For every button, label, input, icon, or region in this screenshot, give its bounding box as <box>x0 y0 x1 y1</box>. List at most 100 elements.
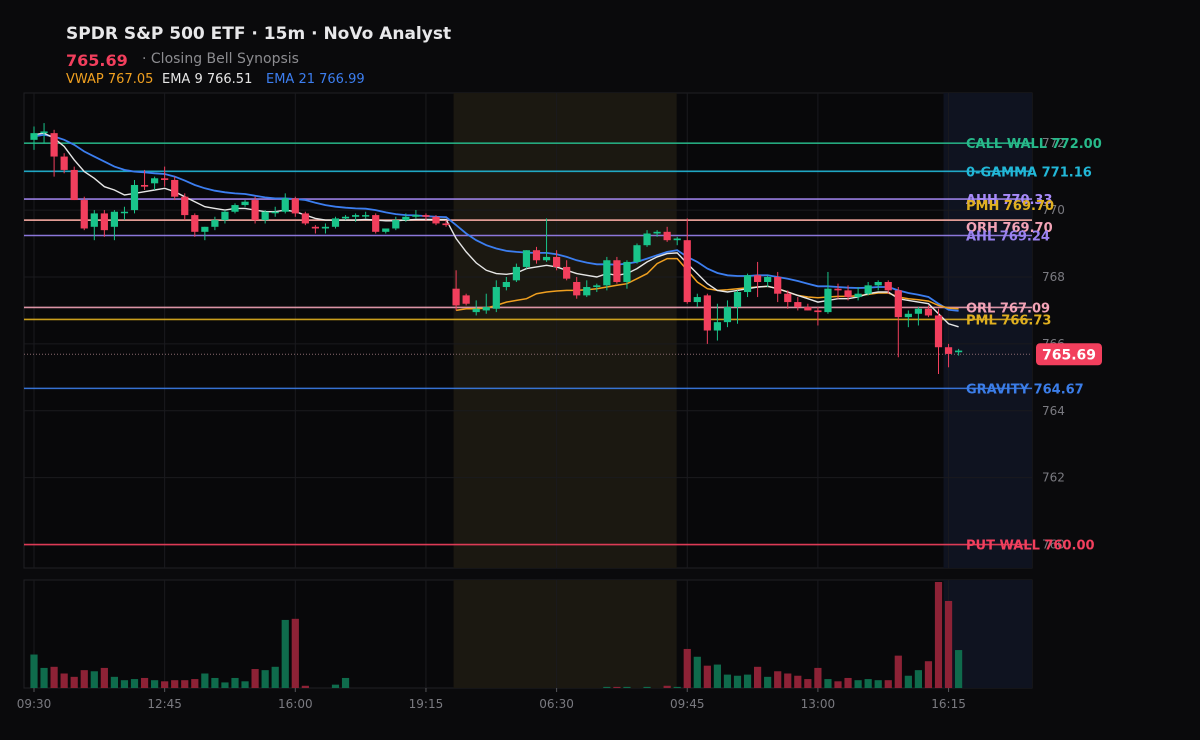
x-tick-label: 16:15 <box>931 697 966 711</box>
candle-body <box>693 297 701 303</box>
volume-bar <box>924 661 933 688</box>
volume-bar <box>754 666 762 688</box>
volume-bar <box>211 677 219 688</box>
volume-bar <box>784 673 792 688</box>
y-tick-label: 762 <box>1042 471 1065 485</box>
y-tick-label: 764 <box>1042 404 1065 418</box>
candle-body <box>613 260 621 282</box>
candle-body <box>362 215 370 217</box>
candle-body <box>100 213 108 231</box>
candle-body <box>130 184 139 211</box>
volume-bar <box>80 670 88 688</box>
candle-body <box>301 213 309 224</box>
volume-bar <box>663 685 671 688</box>
candle-body <box>764 276 772 282</box>
candle-body <box>271 211 279 214</box>
y-tick-label: 760 <box>1042 538 1065 552</box>
volume-bar <box>241 681 249 688</box>
candle-body <box>70 169 78 201</box>
level-label: PMH 769.70 <box>966 199 1054 214</box>
candle-body <box>321 226 330 229</box>
candle-body <box>593 285 601 288</box>
volume-bar <box>944 600 953 688</box>
candle-body <box>844 290 852 298</box>
candle-body <box>794 302 802 308</box>
volume-bar <box>894 655 902 688</box>
candle-body <box>703 295 711 331</box>
candle-body <box>663 231 671 241</box>
candle-body <box>643 233 651 246</box>
candle-body <box>151 178 159 184</box>
candle-body <box>140 184 149 187</box>
volume-bar <box>834 681 842 688</box>
candle-body <box>392 220 400 229</box>
candle-body <box>432 216 440 224</box>
level-label: AHL 769.24 <box>966 230 1050 245</box>
candle-body <box>402 216 410 221</box>
candle-body <box>784 293 792 303</box>
volume-bar <box>904 675 912 688</box>
candle-body <box>80 200 88 229</box>
volume-bar <box>733 675 742 688</box>
candle-body <box>50 133 58 157</box>
volume-bar <box>110 676 118 688</box>
level-label: ORH 769.70 <box>966 221 1053 236</box>
candle-body <box>653 231 661 234</box>
volume-bar <box>181 680 189 688</box>
volume-bar <box>231 677 239 688</box>
volume-bar <box>874 680 882 688</box>
level-label: AHH 770.33 <box>966 193 1053 208</box>
candle-body <box>281 198 289 212</box>
candle-body <box>573 281 581 296</box>
candle-body <box>492 287 500 309</box>
candle-body <box>452 288 460 306</box>
volume-bar <box>723 674 732 688</box>
candle-body <box>412 215 420 217</box>
candle-body <box>733 292 742 308</box>
candle-body <box>352 215 360 217</box>
y-tick-label: 770 <box>1042 203 1065 217</box>
candle-body <box>211 220 219 227</box>
candle-body <box>110 211 118 227</box>
candle-body <box>331 218 340 227</box>
volume-bar <box>673 686 681 688</box>
candle-body <box>90 213 98 227</box>
candle-body <box>261 211 269 221</box>
candle-body <box>372 215 380 232</box>
volume-bar <box>331 684 340 688</box>
volume-bar <box>914 670 922 688</box>
candle-body <box>442 223 450 226</box>
volume-bar <box>221 682 229 688</box>
level-label: CALL WALL 772.00 <box>966 137 1102 152</box>
level-label: 0-GAMMA 771.16 <box>966 165 1092 180</box>
volume-bar <box>120 680 129 688</box>
volume-bar <box>824 679 832 688</box>
candle-body <box>563 266 571 279</box>
volume-bar <box>301 685 309 688</box>
volume-bar <box>100 667 108 688</box>
volume-bar <box>854 680 862 688</box>
candle-body <box>60 156 68 170</box>
y-tick-label: 772 <box>1042 136 1065 150</box>
chart-subtitle: · Closing Bell Synopsis <box>142 51 299 67</box>
ema9-legend: EMA 9 766.51 <box>162 72 253 87</box>
candle-body <box>924 308 933 316</box>
volume-bar <box>291 618 299 688</box>
candle-body <box>904 313 912 318</box>
volume-bar <box>603 686 611 688</box>
candle-body <box>472 308 480 313</box>
volume-bar <box>693 656 701 688</box>
candle-body <box>623 261 631 282</box>
volume-bar <box>743 674 752 688</box>
candle-body <box>201 226 209 232</box>
volume-bar <box>201 673 209 688</box>
candle-body <box>482 307 490 311</box>
candle-body <box>955 350 963 353</box>
candle-body <box>422 215 430 217</box>
candle-body <box>532 250 541 261</box>
candle-body <box>713 322 721 331</box>
level-label: GRAVITY 764.67 <box>966 382 1084 397</box>
volume-bar <box>281 619 289 688</box>
x-tick-label: 09:30 <box>17 697 52 711</box>
